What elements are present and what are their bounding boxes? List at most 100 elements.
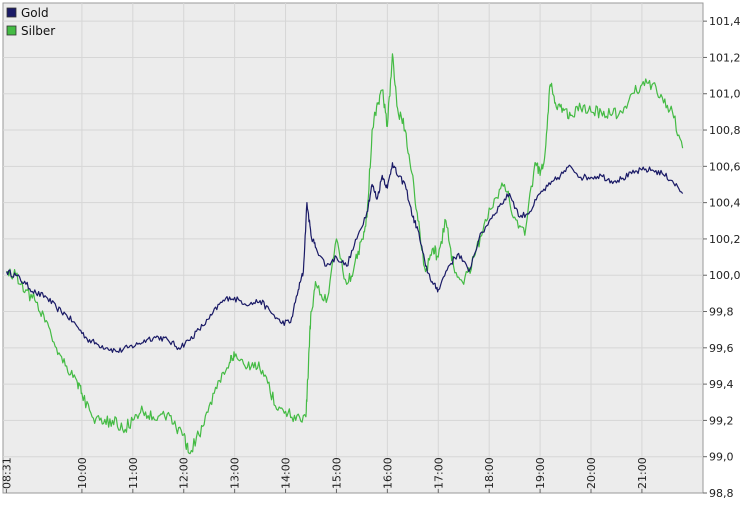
series-point-silber [601,111,602,112]
series-point-gold [672,180,673,181]
series-point-silber [91,416,92,417]
series-point-silber [425,271,426,272]
series-point-gold [315,247,316,248]
series-point-silber [555,102,556,103]
series-point-gold [117,351,118,352]
series-point-silber [550,84,551,85]
series-layer [5,53,684,455]
y-tick-label: 98,8 [709,487,734,500]
series-point-gold [448,266,449,267]
series-point-gold [290,322,291,323]
y-tick-label: 99,0 [709,451,734,464]
y-tick-label: 99,2 [709,414,734,427]
series-point-silber [453,266,454,267]
series-point-silber [76,380,77,381]
y-tick-label: 99,8 [709,306,734,319]
legend-swatch-silber [6,25,17,36]
series-point-gold [550,184,551,185]
x-tick-label: 21:00 [636,457,649,489]
series-point-silber [494,198,495,199]
series-point-gold [387,188,388,189]
series-point-silber [25,289,26,290]
series-point-silber [651,84,652,85]
series-point-silber [580,108,581,109]
series-point-silber [534,162,535,163]
series-point-silber [590,111,591,112]
series-point-silber [433,247,434,248]
series-point-silber [354,266,355,267]
series-point-silber [438,256,439,257]
series-point-gold [621,178,622,179]
y-tick-label: 99,6 [709,342,734,355]
y-tick-label: 100,0 [709,269,741,282]
series-point-silber [621,111,622,112]
series-point-gold [539,193,540,194]
series-point-gold [127,347,128,348]
series-point-gold [412,217,413,218]
series-point-gold [46,296,47,297]
series-point-silber [545,151,546,152]
series-point-silber [611,115,612,116]
series-point-silber [229,362,230,363]
series-point-gold [570,166,571,167]
series-point-gold [86,338,87,339]
series-point-gold [310,235,311,236]
series-point-gold [438,289,439,290]
series-point-gold [662,173,663,174]
series-point-silber [377,102,378,103]
series-point-silber [122,429,123,430]
series-point-gold [219,304,220,305]
series-point-gold [336,256,337,257]
series-point-gold [178,347,179,348]
series-point-silber [662,97,663,98]
series-point-gold [371,184,372,185]
y-tick-label: 101,4 [709,15,741,28]
series-point-gold [417,229,418,230]
series-point-gold [425,266,426,267]
x-tick-label: 19:00 [534,457,547,489]
series-point-silber [682,148,683,149]
series-point-silber [417,220,418,221]
series-point-gold [56,307,57,308]
series-point-gold [366,211,367,212]
series-point-gold [298,289,299,290]
x-tick-label: 11:00 [127,457,140,489]
series-line-gold [5,162,684,353]
series-point-silber [405,129,406,130]
y-tick-label: 100,4 [709,197,741,210]
series-point-gold [97,344,98,345]
series-point-silber [412,175,413,176]
series-point-silber [336,238,337,239]
series-point-gold [35,293,36,294]
series-point-gold [76,325,77,326]
x-tick-label: 18:00 [483,457,496,489]
series-point-silber [46,320,47,321]
series-point-gold [590,177,591,178]
series-point-gold [458,253,459,254]
y-tick-label: 100,8 [709,124,741,137]
series-point-silber [672,111,673,112]
series-point-silber [275,405,276,406]
series-point-silber [570,115,571,116]
x-axis: 08:31 10:00 11:00 12:00 13:00 14:00 15:00 16:00… [0,457,649,493]
series-point-gold [137,344,138,345]
series-point-silber [188,452,189,453]
series-point-silber [198,434,199,435]
series-point-gold [209,318,210,319]
series-point-silber [315,284,316,285]
series-point-gold [25,284,26,285]
series-point-silber [244,365,245,366]
series-point-silber [463,284,464,285]
series-point-silber [308,365,309,366]
y-tick-label: 99,4 [709,378,734,391]
y-tick-label: 101,0 [709,88,741,101]
series-point-silber [310,311,311,312]
series-point-silber [183,434,184,435]
series-point-silber [392,53,393,54]
x-tick-label: 10:00 [76,457,89,489]
series-point-gold [198,329,199,330]
series-point-gold [280,322,281,323]
y-tick-label: 101,2 [709,51,741,64]
series-point-gold [601,175,602,176]
series-point-silber [504,184,505,185]
